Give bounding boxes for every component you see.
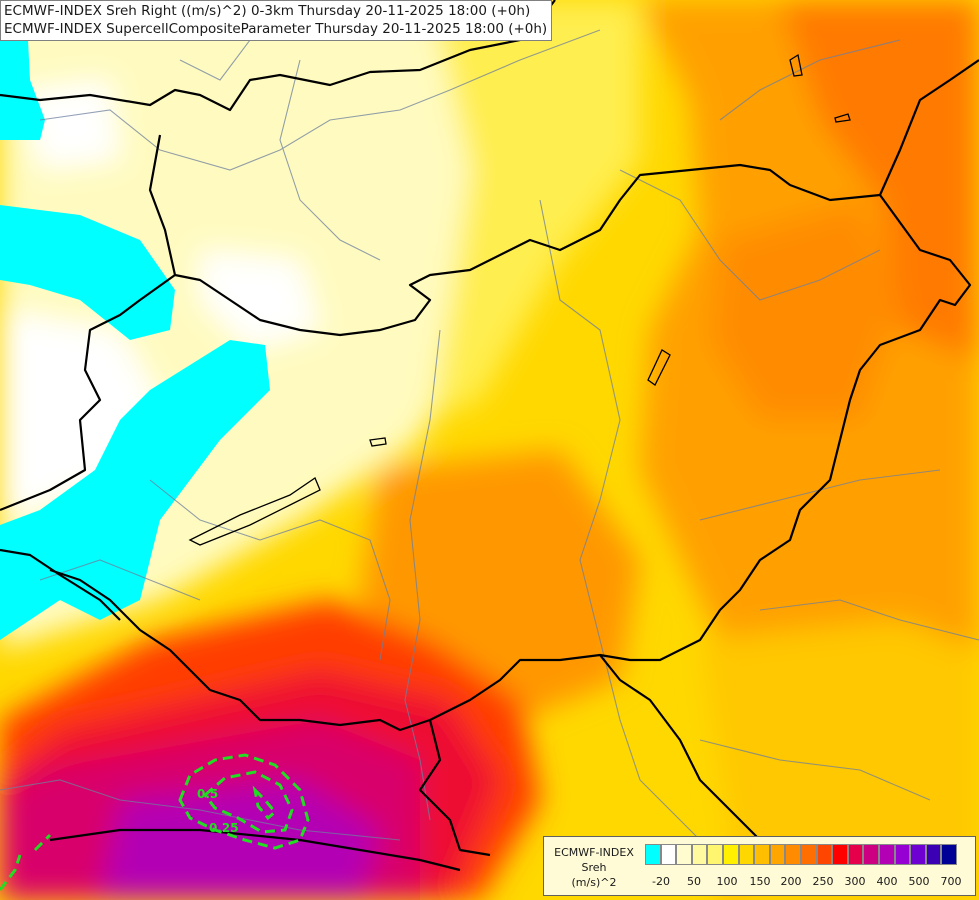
- rivers: [0, 9, 979, 841]
- legend-tick-label: 150: [749, 875, 771, 888]
- map-title: ECMWF-INDEX Sreh Right ((m/s)^2) 0-3km T…: [0, 0, 553, 41]
- contour-label-0-5: 0.5: [197, 787, 218, 801]
- contour-label-0-25: 0.25: [209, 821, 239, 835]
- legend-swatch: [707, 844, 723, 865]
- legend-swatch: [894, 844, 911, 865]
- legend-tick-label: 300: [844, 875, 866, 888]
- legend-swatch: [941, 844, 957, 865]
- legend-swatch: [660, 844, 677, 865]
- legend-swatch: [645, 844, 661, 865]
- legend-swatch: [785, 844, 801, 865]
- legend-tick-label: -20: [652, 875, 670, 888]
- legend-tick-label: 700: [940, 875, 962, 888]
- legend-name-line: ECMWF-INDEX: [554, 846, 634, 859]
- legend-tick-label: 50: [687, 875, 701, 888]
- legend-swatch: [800, 844, 817, 865]
- legend-swatch: [878, 844, 895, 865]
- legend-swatch: [816, 844, 833, 865]
- color-legend: ECMWF-INDEX Sreh (m/s)^2 -20 50 100 150 200 2…: [543, 836, 976, 896]
- legend-swatch: [691, 844, 708, 865]
- legend-swatch: [769, 844, 786, 865]
- legend-swatch: [863, 844, 879, 865]
- legend-name-line: Sreh: [581, 861, 607, 874]
- country-borders: [0, 0, 979, 872]
- legend-tick-label: 400: [876, 875, 898, 888]
- title-line-scp: ECMWF-INDEX SupercellCompositeParameter …: [4, 21, 548, 37]
- legend-swatch: [738, 844, 755, 865]
- title-line-sreh: ECMWF-INDEX Sreh Right ((m/s)^2) 0-3km T…: [4, 3, 531, 19]
- legend-name: ECMWF-INDEX Sreh (m/s)^2: [548, 845, 640, 890]
- legend-swatch: [722, 844, 739, 865]
- scp-contours: [0, 753, 310, 891]
- legend-swatch: [925, 844, 942, 865]
- legend-swatch: [847, 844, 864, 865]
- legend-tick-label: 250: [812, 875, 834, 888]
- legend-swatch: [910, 844, 926, 865]
- lakes: [188, 53, 851, 546]
- legend-swatch: [754, 844, 770, 865]
- legend-swatches: [645, 844, 957, 865]
- legend-name-line: (m/s)^2: [571, 876, 617, 889]
- legend-tick-label: 200: [780, 875, 802, 888]
- legend-swatch: [832, 844, 848, 865]
- legend-tick-label: 500: [908, 875, 930, 888]
- legend-swatch: [676, 844, 692, 865]
- legend-tick-label: 100: [716, 875, 738, 888]
